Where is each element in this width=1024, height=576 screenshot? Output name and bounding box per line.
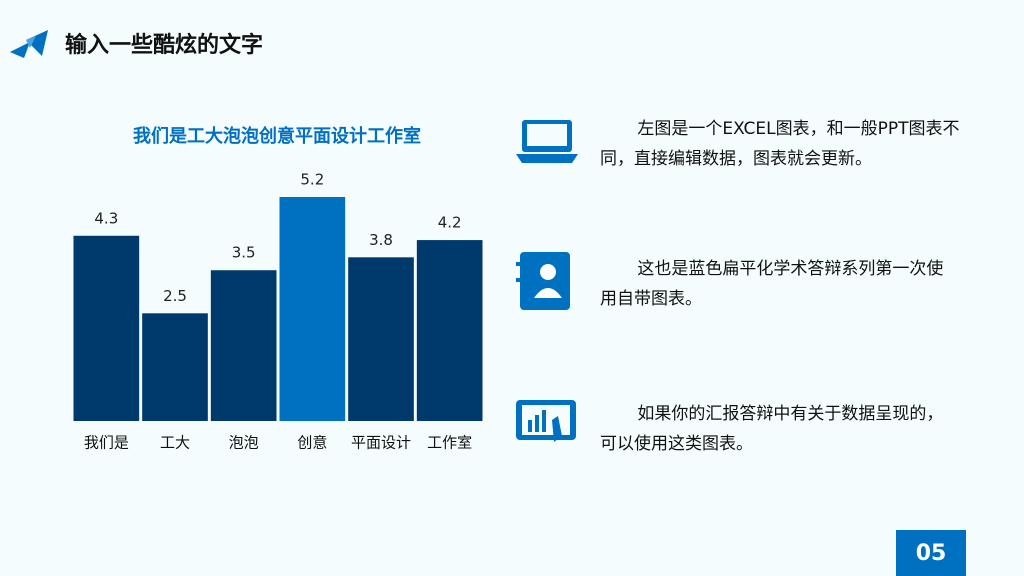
bar bbox=[279, 197, 346, 421]
logo bbox=[26, 30, 48, 56]
value-label: 3.8 bbox=[369, 231, 393, 249]
laptop-icon bbox=[516, 120, 578, 163]
x-tick-label: 创意 bbox=[297, 434, 327, 452]
x-tick-label: 工作室 bbox=[427, 434, 472, 452]
page-title: 输入一些酷炫的文字 bbox=[65, 32, 263, 58]
x-tick-label: 我们是 bbox=[84, 434, 129, 452]
bar bbox=[348, 257, 414, 421]
tablet-icon bbox=[516, 400, 576, 442]
value-label: 4.2 bbox=[438, 214, 462, 232]
chart-title: 我们是工大泡泡创意平面设计工作室 bbox=[133, 125, 421, 147]
x-tick-label: 平面设计 bbox=[351, 434, 411, 452]
value-label: 3.5 bbox=[232, 244, 256, 262]
x-tick-label: 工大 bbox=[160, 434, 190, 452]
value-label: 2.5 bbox=[163, 287, 187, 305]
logo bbox=[26, 36, 36, 48]
paragraph: 这也是蓝色扁平化学术答辩系列第一次使用自带图表。 bbox=[600, 259, 944, 309]
bar bbox=[73, 235, 140, 421]
bar bbox=[210, 270, 277, 421]
value-label: 5.2 bbox=[300, 171, 324, 189]
page-number: 05 bbox=[896, 530, 966, 576]
contact-icon bbox=[516, 252, 570, 310]
value-label: 4.3 bbox=[94, 209, 118, 227]
paragraph: 左图是一个EXCEL图表，和一般PPT图表不同，直接编辑数据，图表就会更新。 bbox=[600, 119, 960, 169]
paragraph: 如果你的汇报答辩中有关于数据呈现的，可以使用这类图表。 bbox=[600, 404, 944, 454]
x-tick-label: 泡泡 bbox=[229, 434, 259, 452]
bar bbox=[142, 313, 208, 421]
logo bbox=[10, 42, 30, 58]
bar bbox=[416, 240, 483, 421]
